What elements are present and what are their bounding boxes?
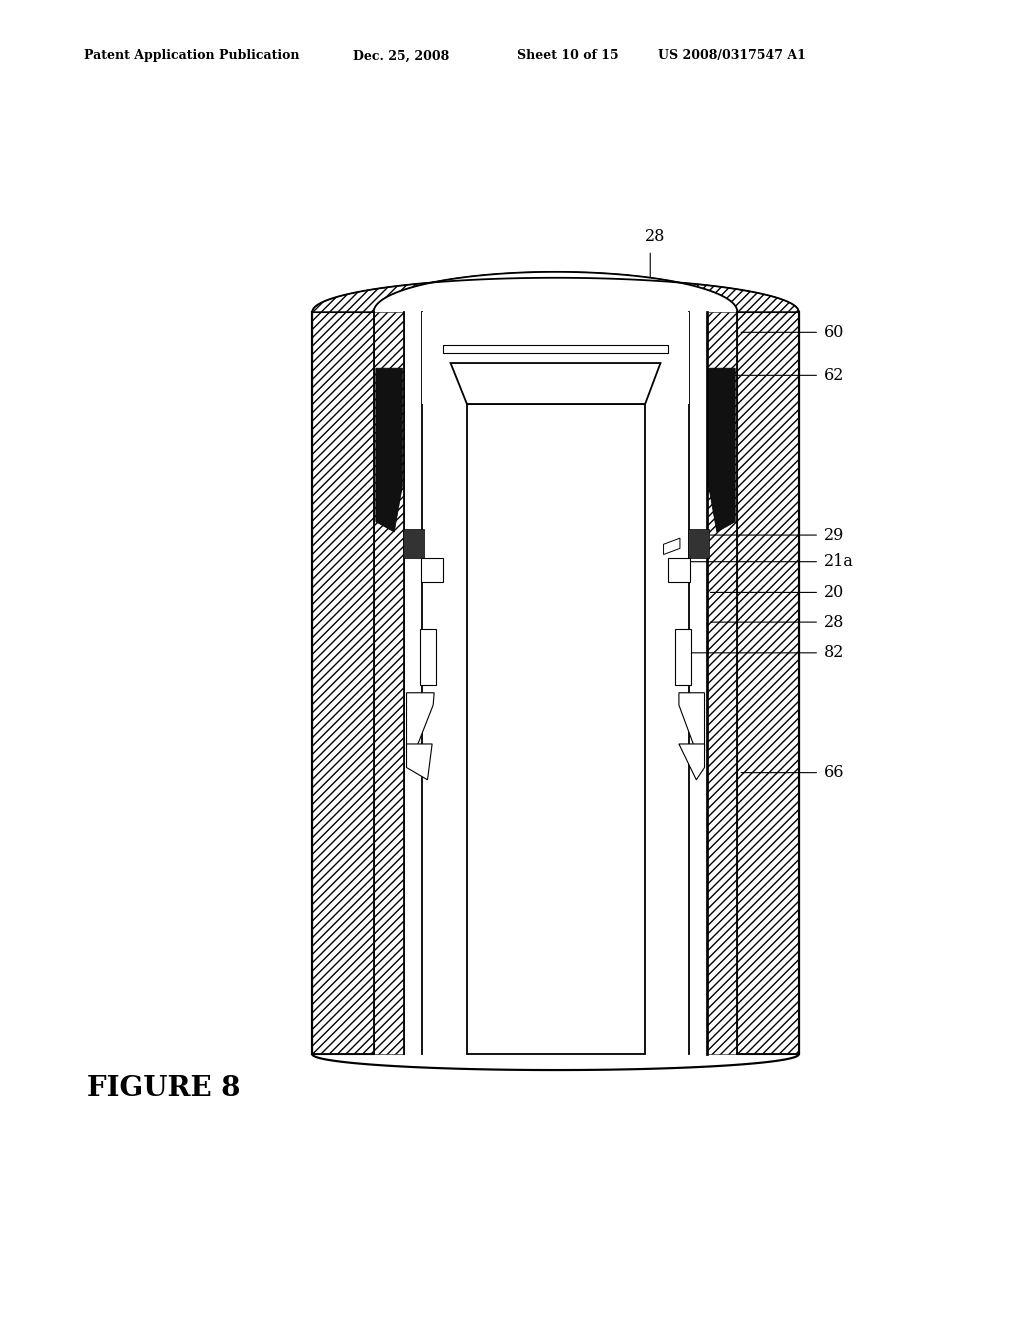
Bar [668, 557, 690, 582]
Text: 28: 28 [824, 614, 845, 631]
Polygon shape [707, 312, 737, 1055]
Text: 21a: 21a [824, 553, 854, 570]
Bar [467, 404, 645, 1055]
Text: 60: 60 [824, 323, 845, 341]
Text: 62: 62 [824, 367, 845, 384]
Text: 82: 82 [824, 644, 845, 661]
Polygon shape [443, 345, 668, 352]
Bar [403, 529, 424, 557]
Polygon shape [376, 368, 402, 532]
Polygon shape [679, 744, 705, 780]
Polygon shape [737, 312, 799, 1055]
Bar [688, 529, 709, 557]
Text: 28: 28 [645, 228, 666, 246]
Polygon shape [407, 744, 432, 780]
Polygon shape [312, 272, 799, 312]
Text: Sheet 10 of 15: Sheet 10 of 15 [517, 49, 618, 62]
Text: FIGURE 8: FIGURE 8 [87, 1074, 241, 1101]
Polygon shape [407, 693, 434, 752]
Text: 29: 29 [824, 527, 845, 544]
Bar [675, 630, 691, 685]
Text: 20: 20 [824, 583, 845, 601]
Polygon shape [679, 693, 705, 752]
Text: Dec. 25, 2008: Dec. 25, 2008 [353, 49, 450, 62]
Text: Patent Application Publication: Patent Application Publication [84, 49, 299, 62]
Polygon shape [312, 312, 374, 1055]
Bar [422, 404, 689, 1055]
Text: 66: 66 [824, 764, 845, 781]
Bar [421, 557, 443, 582]
Polygon shape [374, 312, 404, 1055]
Polygon shape [709, 368, 735, 532]
Polygon shape [664, 539, 680, 554]
Bar [420, 630, 436, 685]
Polygon shape [374, 272, 737, 312]
Bar [422, 312, 689, 404]
Polygon shape [451, 363, 660, 404]
Text: US 2008/0317547 A1: US 2008/0317547 A1 [658, 49, 806, 62]
